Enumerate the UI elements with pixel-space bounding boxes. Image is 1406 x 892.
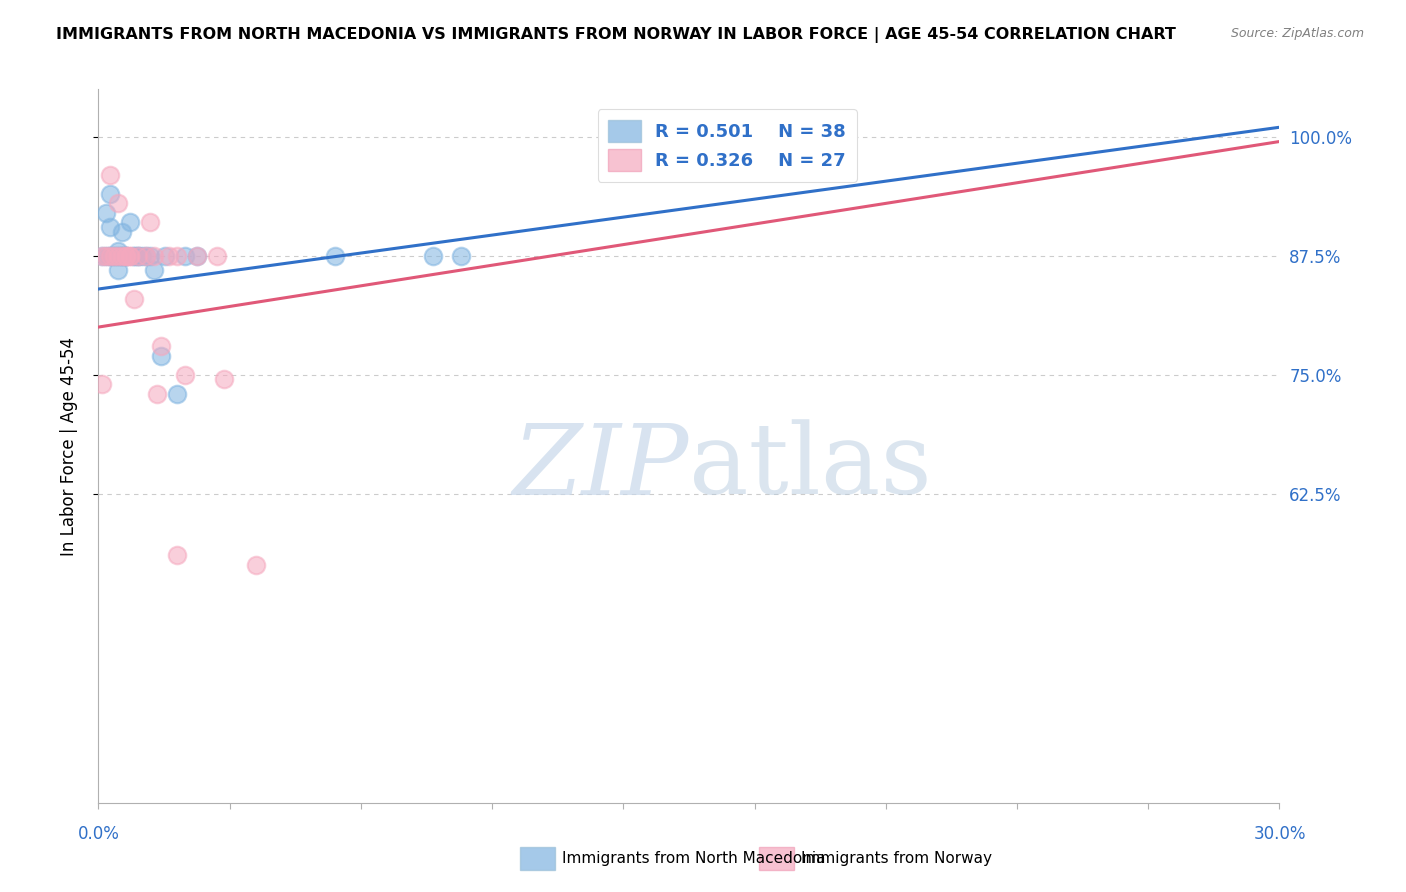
Point (131, 249, 153, 263)
Point (422, 249, 444, 263)
Point (111, 249, 134, 263)
Point (135, 249, 157, 263)
Point (111, 225, 134, 239)
Point (96, 249, 118, 263)
Point (142, 263, 165, 277)
Point (127, 249, 149, 263)
Point (155, 249, 177, 263)
Point (96, 206, 118, 220)
Point (115, 249, 138, 263)
Text: 30.0%: 30.0% (1253, 825, 1306, 843)
Point (205, 249, 228, 263)
Point (122, 292, 145, 306)
Point (323, 249, 346, 263)
Point (138, 215, 160, 229)
Point (245, 558, 267, 572)
Text: Immigrants from Norway: Immigrants from Norway (801, 852, 993, 866)
Point (142, 249, 165, 263)
Text: Immigrants from North Macedonia: Immigrants from North Macedonia (562, 852, 825, 866)
Point (115, 249, 138, 263)
Point (166, 549, 188, 563)
Point (115, 249, 138, 263)
Point (122, 249, 145, 263)
Point (186, 249, 208, 263)
Text: 0.0%: 0.0% (77, 825, 120, 843)
Point (98, 168, 121, 182)
Point (98, 249, 121, 263)
Point (166, 249, 188, 263)
Point (127, 249, 149, 263)
Point (107, 244, 129, 258)
Point (118, 215, 141, 229)
Point (118, 249, 141, 263)
Text: ZIP: ZIP (513, 420, 689, 515)
Y-axis label: In Labor Force | Age 45-54: In Labor Force | Age 45-54 (59, 336, 77, 556)
Text: IMMIGRANTS FROM NORTH MACEDONIA VS IMMIGRANTS FROM NORWAY IN LABOR FORCE | AGE 4: IMMIGRANTS FROM NORTH MACEDONIA VS IMMIG… (56, 27, 1175, 43)
Point (98, 220, 121, 235)
Point (107, 196, 129, 211)
Point (107, 249, 129, 263)
Point (150, 339, 173, 353)
Point (166, 386, 188, 401)
Point (678, 129, 700, 144)
Point (214, 372, 236, 386)
Point (450, 249, 472, 263)
Point (138, 249, 160, 263)
Point (111, 249, 134, 263)
Point (98, 249, 121, 263)
Point (103, 249, 125, 263)
Point (157, 249, 180, 263)
Point (135, 249, 157, 263)
Point (98, 186, 121, 201)
Point (174, 368, 197, 382)
Point (103, 249, 125, 263)
Point (186, 249, 208, 263)
Point (150, 349, 173, 363)
Point (107, 249, 129, 263)
Point (103, 249, 125, 263)
Point (127, 249, 149, 263)
Legend: R = 0.501    N = 38, R = 0.326    N = 27: R = 0.501 N = 38, R = 0.326 N = 27 (598, 109, 856, 182)
Point (98, 249, 121, 263)
Point (96, 249, 118, 263)
Text: Source: ZipAtlas.com: Source: ZipAtlas.com (1230, 27, 1364, 40)
Point (115, 249, 138, 263)
Point (697, 129, 720, 144)
Point (118, 249, 141, 263)
Point (122, 249, 145, 263)
Point (111, 249, 134, 263)
Point (174, 249, 197, 263)
Point (91, 377, 114, 392)
Point (111, 249, 134, 263)
Point (146, 386, 169, 401)
Text: atlas: atlas (689, 419, 932, 516)
Point (107, 249, 129, 263)
Point (107, 263, 129, 277)
Point (91, 249, 114, 263)
Point (115, 249, 138, 263)
Point (91, 249, 114, 263)
